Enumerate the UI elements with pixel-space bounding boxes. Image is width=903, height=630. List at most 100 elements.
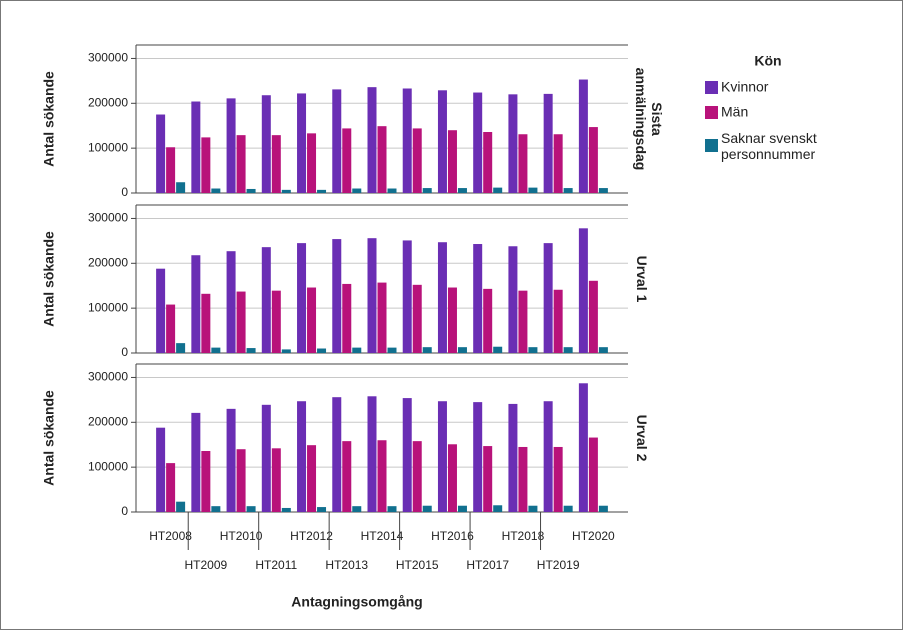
y-tick-label: 300000 xyxy=(88,370,128,384)
bar xyxy=(201,293,211,353)
bar xyxy=(297,93,307,193)
bar xyxy=(518,134,528,193)
bar xyxy=(281,189,291,193)
bar xyxy=(271,290,281,353)
bar xyxy=(483,132,493,193)
bar xyxy=(297,243,307,353)
bar xyxy=(387,347,397,353)
x-tick-label: HT2013 xyxy=(325,558,368,572)
bar xyxy=(367,87,377,193)
x-tick-label: HT2018 xyxy=(502,529,545,543)
panel-label: Urval 2 xyxy=(634,415,650,462)
x-tick-label: HT2008 xyxy=(149,529,192,543)
x-tick-label: HT2009 xyxy=(184,558,227,572)
bar xyxy=(317,348,327,353)
bar xyxy=(493,187,503,193)
panel-label: Sistaanmälningsdag xyxy=(633,68,665,171)
y-axis-title: Antal sökande xyxy=(41,71,57,167)
panel-label-line: Urval 1 xyxy=(634,256,650,303)
legend-label: Saknar svenskt personnummer xyxy=(721,130,817,162)
bar xyxy=(437,242,447,353)
bar xyxy=(307,445,317,512)
y-tick-label: 0 xyxy=(121,185,128,199)
bar xyxy=(528,187,538,193)
bar xyxy=(166,147,176,193)
legend-swatch xyxy=(705,81,718,94)
bar xyxy=(332,397,342,512)
y-tick-label: 200000 xyxy=(88,255,128,269)
bar xyxy=(588,280,598,353)
bar xyxy=(246,348,256,353)
bar xyxy=(598,188,608,193)
legend-label-line: Saknar svenskt xyxy=(721,130,817,146)
bar xyxy=(598,347,608,353)
bar xyxy=(211,188,221,193)
bar xyxy=(553,134,563,193)
x-tick-label: HT2020 xyxy=(572,529,615,543)
bar xyxy=(402,240,412,353)
bar xyxy=(447,444,457,512)
bar xyxy=(236,135,246,193)
bar xyxy=(563,188,573,193)
bar xyxy=(352,347,362,353)
bar xyxy=(307,133,317,193)
bar xyxy=(317,189,327,193)
bar xyxy=(307,287,317,353)
x-tick-label: HT2014 xyxy=(361,529,404,543)
bar xyxy=(191,412,201,512)
bar xyxy=(553,446,563,512)
x-tick-label: HT2010 xyxy=(220,529,263,543)
y-axis-title: Antal sökande xyxy=(41,390,57,486)
legend-swatch xyxy=(705,139,718,152)
bar xyxy=(271,135,281,193)
bar xyxy=(281,507,291,512)
bar xyxy=(377,282,387,353)
bar xyxy=(201,451,211,512)
bar xyxy=(176,501,186,512)
bar xyxy=(191,101,201,193)
bar xyxy=(261,404,271,512)
bar xyxy=(578,383,588,512)
bar xyxy=(457,505,467,512)
bar xyxy=(412,284,422,353)
legend-label: Kvinnor xyxy=(721,79,769,95)
bar xyxy=(563,505,573,512)
bar xyxy=(578,228,588,353)
bar xyxy=(437,90,447,193)
bar xyxy=(563,347,573,353)
bar xyxy=(508,403,518,512)
bar xyxy=(578,79,588,193)
bar xyxy=(447,130,457,193)
bar xyxy=(493,346,503,353)
bar xyxy=(588,437,598,512)
y-tick-label: 200000 xyxy=(88,95,128,109)
bar xyxy=(211,506,221,512)
bar xyxy=(473,402,483,512)
bar xyxy=(543,401,553,512)
bar xyxy=(543,93,553,193)
bar xyxy=(342,283,352,353)
bar xyxy=(518,290,528,353)
bar xyxy=(447,287,457,353)
bar xyxy=(412,128,422,193)
bar xyxy=(201,137,211,193)
bar xyxy=(332,239,342,353)
bar xyxy=(352,188,362,193)
bar xyxy=(226,98,236,193)
bar xyxy=(412,441,422,512)
bar xyxy=(191,255,201,353)
y-tick-label: 100000 xyxy=(88,300,128,314)
bar xyxy=(271,448,281,512)
bar xyxy=(176,343,186,353)
bar xyxy=(422,505,432,512)
bar xyxy=(422,347,432,353)
panel-label: Urval 1 xyxy=(634,256,650,303)
bar xyxy=(483,288,493,353)
bar xyxy=(261,247,271,353)
bar xyxy=(156,114,166,193)
legend-title: Kön xyxy=(754,53,781,69)
bar xyxy=(156,427,166,512)
bar xyxy=(422,188,432,193)
bar xyxy=(528,505,538,512)
